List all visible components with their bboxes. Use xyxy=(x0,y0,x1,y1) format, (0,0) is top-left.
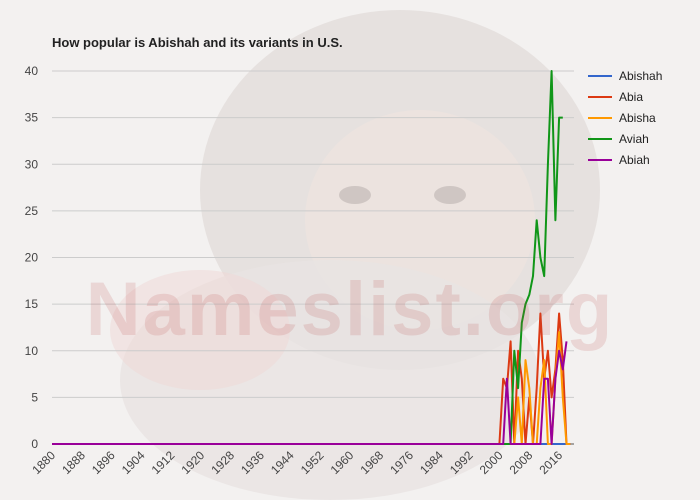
x-tick-label: 1968 xyxy=(357,448,386,477)
legend-label-abisha: Abisha xyxy=(619,111,656,125)
x-axis-ticks: 1880 1888 1896 1904 1912 1920 1928 1936 1944 1952… xyxy=(29,448,565,477)
legend-label-aviah: Aviah xyxy=(619,132,649,146)
x-tick-label: 2016 xyxy=(536,448,565,477)
y-tick-label: 0 xyxy=(31,437,38,451)
legend: Abishah Abia Abisha Aviah Abiah xyxy=(588,69,662,167)
x-tick-label: 1960 xyxy=(328,448,357,477)
x-tick-label: 1976 xyxy=(387,448,416,477)
grid xyxy=(52,70,574,445)
series-lines xyxy=(52,70,571,445)
legend-label-abiah: Abiah xyxy=(619,153,650,167)
background-eye-left xyxy=(339,186,371,204)
y-tick-label: 5 xyxy=(31,390,38,404)
chart-title: How popular is Abishah and its variants … xyxy=(52,35,343,50)
legend-label-abishah: Abishah xyxy=(619,69,662,83)
x-tick-label: 1928 xyxy=(208,448,237,477)
x-tick-label: 1904 xyxy=(119,448,148,477)
y-tick-label: 30 xyxy=(25,157,39,171)
y-tick-label: 25 xyxy=(25,204,39,218)
x-tick-label: 1992 xyxy=(447,448,476,477)
y-axis-ticks: 0 5 10 15 20 25 30 35 40 xyxy=(25,64,39,451)
x-tick-label: 1952 xyxy=(298,448,327,477)
legend-label-abia: Abia xyxy=(619,90,643,104)
y-tick-label: 20 xyxy=(25,251,39,265)
background-pink-accent xyxy=(110,270,290,390)
x-tick-label: 1912 xyxy=(149,448,178,477)
x-tick-label: 1896 xyxy=(89,448,118,477)
x-tick-label: 2008 xyxy=(507,448,536,477)
x-tick-label: 1888 xyxy=(59,448,88,477)
x-tick-label: 1880 xyxy=(29,448,58,477)
x-tick-label: 1984 xyxy=(417,448,446,477)
watermark-text: Nameslist.org xyxy=(86,267,615,352)
x-tick-label: 1944 xyxy=(268,448,297,477)
x-tick-label: 2000 xyxy=(477,448,506,477)
series-line-aviah xyxy=(52,70,563,445)
series-line-abiah xyxy=(52,341,568,445)
y-tick-label: 35 xyxy=(25,111,39,125)
y-tick-label: 15 xyxy=(25,297,39,311)
x-tick-label: 1936 xyxy=(238,448,267,477)
background-eye-right xyxy=(434,186,466,204)
x-tick-label: 1920 xyxy=(178,448,207,477)
y-tick-label: 40 xyxy=(25,64,39,78)
y-tick-label: 10 xyxy=(25,344,39,358)
